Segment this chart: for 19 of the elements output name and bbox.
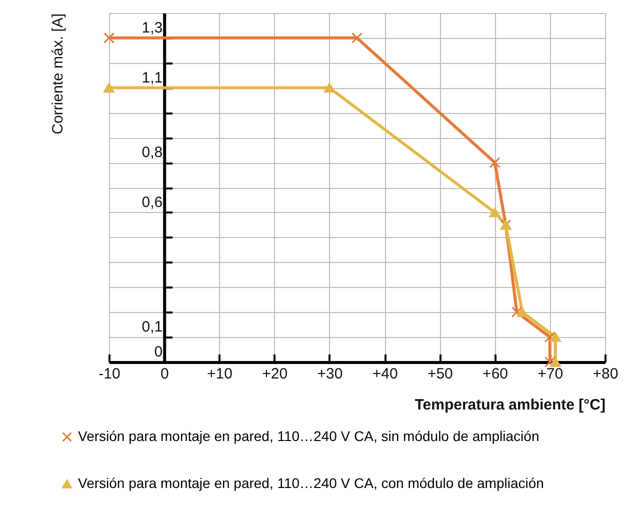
y-axis-title: Corriente máx. [A] bbox=[50, 14, 66, 134]
y-tick-label: 1,1 bbox=[142, 69, 163, 86]
y-tick-label: 0,6 bbox=[142, 194, 163, 211]
x-axis-title: Temperatura ambiente [°C] bbox=[414, 396, 606, 414]
x-tick-label: +40 bbox=[372, 366, 398, 382]
legend-label: Versión para montaje en pared, 110…240 V CA, con módulo de ampliación bbox=[78, 475, 544, 491]
x-tick-label: +20 bbox=[262, 366, 288, 382]
x-tick-label: +10 bbox=[206, 366, 232, 382]
x-tick-label: +30 bbox=[317, 366, 343, 382]
x-tick-label: -10 bbox=[98, 366, 120, 382]
x-tick-label: +80 bbox=[592, 366, 618, 382]
y-tick-label: 1,3 bbox=[142, 19, 163, 36]
y-tick-label: 0,8 bbox=[142, 144, 163, 162]
x-tick-label: +60 bbox=[482, 366, 508, 382]
legend-label: Versión para montaje en pared, 110…240 V CA, sin módulo de ampliación bbox=[78, 428, 540, 444]
y-tick-label: 0,1 bbox=[142, 318, 163, 336]
x-tick-label: +50 bbox=[427, 366, 453, 382]
x-tick-label: +70 bbox=[538, 366, 564, 382]
y-tick-label: 0 bbox=[154, 344, 163, 360]
